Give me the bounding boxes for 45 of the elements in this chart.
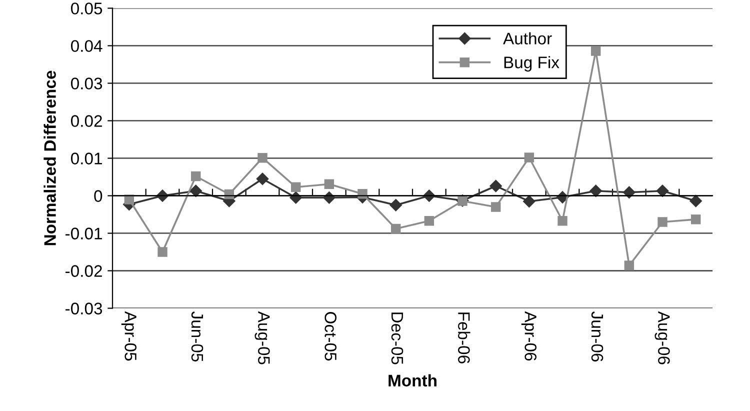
point xyxy=(624,260,634,270)
point xyxy=(623,186,636,198)
point xyxy=(390,199,402,212)
point xyxy=(490,180,502,192)
point xyxy=(190,184,202,197)
point xyxy=(523,195,536,208)
point xyxy=(424,216,434,226)
y-tick-label: -0.03 xyxy=(66,302,102,314)
point xyxy=(390,224,401,234)
legend-label: Bug Fix xyxy=(504,56,560,72)
point xyxy=(190,171,201,182)
y-tick-label: 0.02 xyxy=(70,115,102,127)
x-axis-title: Month xyxy=(388,374,436,386)
point xyxy=(690,194,702,208)
point xyxy=(258,153,268,163)
x-tick-label: Oct-05 xyxy=(324,312,336,361)
point xyxy=(256,172,269,185)
point xyxy=(590,184,602,197)
legend-label: Author xyxy=(503,32,552,44)
y-tick-label: 0.04 xyxy=(70,40,102,52)
point xyxy=(490,202,501,212)
y-tick-label: -0.01 xyxy=(66,228,102,240)
x-tick-label: Aug-05 xyxy=(254,311,270,364)
point xyxy=(558,216,568,226)
y-tick-label: 0 xyxy=(94,190,102,202)
x-tick-label: Feb-06 xyxy=(458,312,470,364)
x-tick-label: Aug-06 xyxy=(654,311,670,364)
point xyxy=(656,184,669,197)
y-tick-label: 0.05 xyxy=(70,2,102,14)
x-tick-label: Dec-05 xyxy=(391,312,404,364)
x-tick-label: Jun-06 xyxy=(591,312,604,362)
point xyxy=(324,179,334,189)
y-tick-label: 0.03 xyxy=(70,78,102,90)
point xyxy=(658,217,668,227)
y-axis-title: Normalized Difference xyxy=(44,70,56,246)
point xyxy=(524,152,534,162)
point xyxy=(590,46,601,56)
point xyxy=(290,182,301,192)
point xyxy=(690,214,701,224)
point xyxy=(158,247,168,257)
x-tick-label: Apr-05 xyxy=(121,311,136,361)
y-tick-label: 0.01 xyxy=(70,152,102,164)
x-tick-label: Jun-05 xyxy=(191,312,204,362)
x-tick-label: Apr-06 xyxy=(521,311,536,361)
y-tick-label: -0.02 xyxy=(66,265,102,277)
